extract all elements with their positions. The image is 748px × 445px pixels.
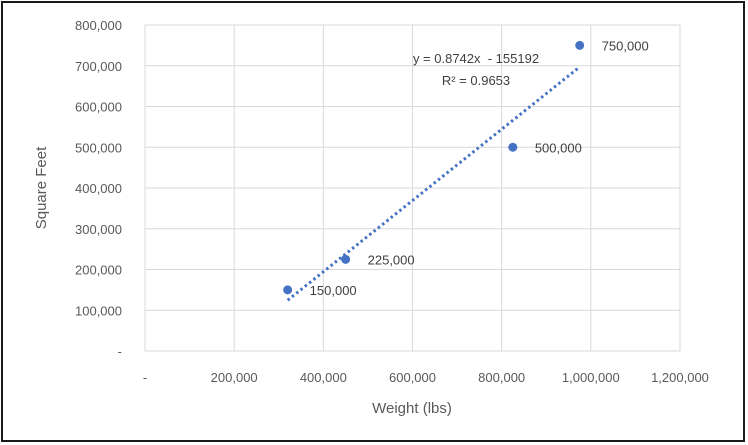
y-tick-label: 500,000 xyxy=(75,140,122,155)
trendline-group xyxy=(286,65,581,302)
y-tick-label: 600,000 xyxy=(75,100,122,115)
x-axis-title: Weight (lbs) xyxy=(372,400,452,417)
x-tick-label: 1,200,000 xyxy=(651,370,709,385)
data-label: 750,000 xyxy=(602,38,649,53)
data-points xyxy=(283,40,585,295)
data-point xyxy=(283,285,293,295)
data-labels: 150,000 225,000 500,000 750,000 xyxy=(310,38,649,298)
gridlines xyxy=(144,24,681,352)
trendline xyxy=(286,65,581,302)
x-tick-label: 600,000 xyxy=(389,370,436,385)
y-tick-label: - xyxy=(118,344,122,359)
y-axis-ticks: - 100,000 200,000 300,000 400,000 500,000 600,… xyxy=(75,18,122,359)
data-label: 150,000 xyxy=(310,283,357,298)
y-tick-label: 700,000 xyxy=(75,59,122,74)
x-axis-ticks: - 200,000 400,000 600,000 800,000 1,000,000 1,… xyxy=(143,370,709,385)
data-point xyxy=(508,142,518,152)
y-tick-label: 400,000 xyxy=(75,181,122,196)
x-tick-label: 400,000 xyxy=(300,370,347,385)
y-tick-label: 300,000 xyxy=(75,222,122,237)
x-tick-label: - xyxy=(143,370,147,385)
data-label: 225,000 xyxy=(368,252,415,267)
data-point xyxy=(341,254,351,264)
trendline-equation: y = 0.8742x - 155192 xyxy=(413,51,539,66)
x-tick-label: 200,000 xyxy=(211,370,258,385)
data-point xyxy=(575,40,585,50)
y-tick-label: 100,000 xyxy=(75,303,122,318)
y-tick-label: 800,000 xyxy=(75,18,122,33)
x-tick-label: 800,000 xyxy=(478,370,525,385)
x-tick-label: 1,000,000 xyxy=(562,370,620,385)
data-label: 500,000 xyxy=(535,140,582,155)
y-tick-label: 200,000 xyxy=(75,263,122,278)
trendline-r-squared: R² = 0.9653 xyxy=(442,73,510,88)
y-axis-title: Square Feet xyxy=(33,146,50,229)
